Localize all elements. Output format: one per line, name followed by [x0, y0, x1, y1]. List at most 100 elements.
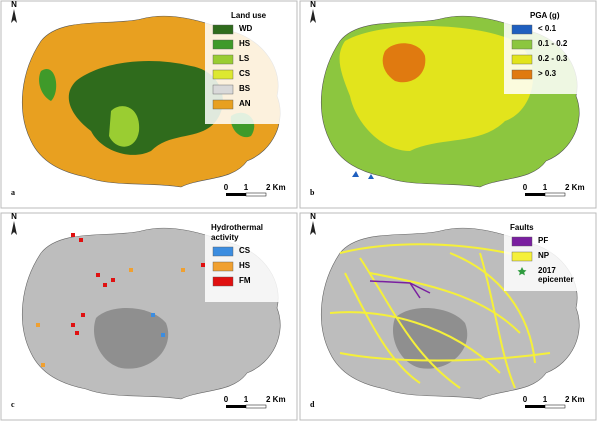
relief — [392, 307, 468, 369]
legend-marker — [517, 267, 527, 276]
hydrothermal-site — [81, 313, 85, 317]
legend-label: epicenter — [538, 275, 574, 284]
scale-label: 2 Km — [565, 183, 585, 192]
hydrothermal-site — [71, 233, 75, 237]
legend-label: HS — [239, 39, 251, 48]
legend-swatch — [212, 24, 234, 35]
hydrothermal-site — [71, 323, 75, 327]
legend-label: AN — [239, 99, 251, 108]
hydrothermal-site — [103, 283, 107, 287]
north-arrow — [11, 9, 17, 23]
scale-bar — [245, 192, 267, 197]
legend-swatch — [511, 69, 533, 80]
legend-swatch — [511, 54, 533, 65]
legend-swatch — [511, 24, 533, 35]
north-label: N — [310, 212, 316, 221]
north-label: N — [11, 212, 17, 221]
legend-swatch — [212, 54, 234, 65]
scale-label: 2 Km — [266, 395, 286, 404]
hydrothermal-site — [151, 313, 155, 317]
legend-label: < 0.1 — [538, 24, 557, 33]
scale-bar — [544, 192, 566, 197]
legend-title: PGA (g) — [530, 11, 560, 20]
fault-np — [329, 311, 501, 374]
hydrothermal-site — [75, 331, 79, 335]
scale-bar — [525, 193, 545, 196]
legend-title: Land use — [231, 11, 267, 20]
panel-letter: d — [310, 400, 315, 409]
scale-label: 2 Km — [266, 183, 286, 192]
fault-np — [344, 272, 421, 384]
legend-title: Faults — [510, 223, 534, 232]
scale-label: 0 — [224, 395, 229, 404]
fault-np — [339, 352, 551, 362]
north-arrow — [310, 9, 316, 23]
legend-swatch — [212, 246, 234, 257]
scale-label: 0 — [523, 183, 528, 192]
hydrothermal-site — [129, 268, 133, 272]
scale-bar — [226, 405, 246, 408]
map-panel: N Land use WD HS LS CS BS AN 0 1 2 Km a — [0, 0, 298, 209]
legend-label: 0.2 - 0.3 — [538, 54, 568, 63]
north-label: N — [310, 0, 316, 9]
scale-label: 0 — [523, 395, 528, 404]
hydrothermal-site — [79, 238, 83, 242]
scale-bar — [245, 404, 267, 409]
legend-label: PF — [538, 236, 548, 245]
panel-letter: a — [11, 188, 15, 197]
scale-bar — [226, 193, 246, 196]
legend-box — [205, 221, 293, 302]
map-panel: N PGA (g) < 0.1 0.1 - 0.2 0.2 - 0.3 > 0.3 0 1 2 … — [299, 0, 597, 209]
legend-label: 0.1 - 0.2 — [538, 39, 568, 48]
legend-label: LS — [239, 54, 250, 63]
hydrothermal-site — [36, 323, 40, 327]
legend-label: FM — [239, 276, 251, 285]
fault-np — [479, 252, 516, 389]
panel-letter: c — [11, 400, 15, 409]
legend-title: Hydrothermal — [211, 223, 263, 232]
land-patch — [109, 106, 140, 147]
legend: PGA (g) < 0.1 0.1 - 0.2 0.2 - 0.3 > 0.3 — [504, 9, 592, 94]
scale-bar — [525, 405, 545, 408]
scale-label: 1 — [244, 183, 249, 192]
fault-np — [369, 272, 521, 334]
scale-label: 2 Km — [565, 395, 585, 404]
legend-swatch — [511, 236, 533, 247]
legend-label: WD — [239, 24, 253, 33]
scale-bar — [544, 404, 566, 409]
fault-np — [339, 243, 531, 259]
legend-label: CS — [239, 69, 251, 78]
hydrothermal-site — [96, 273, 100, 277]
legend-swatch — [212, 99, 234, 110]
legend-swatch — [212, 261, 234, 272]
scale-label: 1 — [244, 395, 249, 404]
north-label: N — [11, 0, 17, 9]
legend-label: HS — [239, 261, 251, 270]
legend-label: NP — [538, 251, 550, 260]
legend-title: activity — [211, 233, 239, 242]
north-arrow — [11, 221, 17, 235]
panel-letter: b — [310, 188, 315, 197]
hydrothermal-site — [181, 268, 185, 272]
scale-label: 1 — [543, 183, 548, 192]
fault-np — [449, 252, 536, 364]
hydrothermal-site — [41, 363, 45, 367]
legend-swatch — [212, 39, 234, 50]
legend-label: BS — [239, 84, 251, 93]
land-patch — [68, 61, 223, 155]
legend-swatch — [212, 276, 234, 287]
scale-label: 1 — [543, 395, 548, 404]
hydrothermal-site — [111, 278, 115, 282]
legend-box — [504, 9, 592, 94]
hydrothermal-site — [161, 333, 165, 337]
relief — [93, 307, 169, 369]
legend-swatch — [212, 84, 234, 95]
legend-swatch — [511, 251, 533, 262]
pga-zone — [382, 43, 426, 83]
pga-zone — [352, 171, 374, 179]
